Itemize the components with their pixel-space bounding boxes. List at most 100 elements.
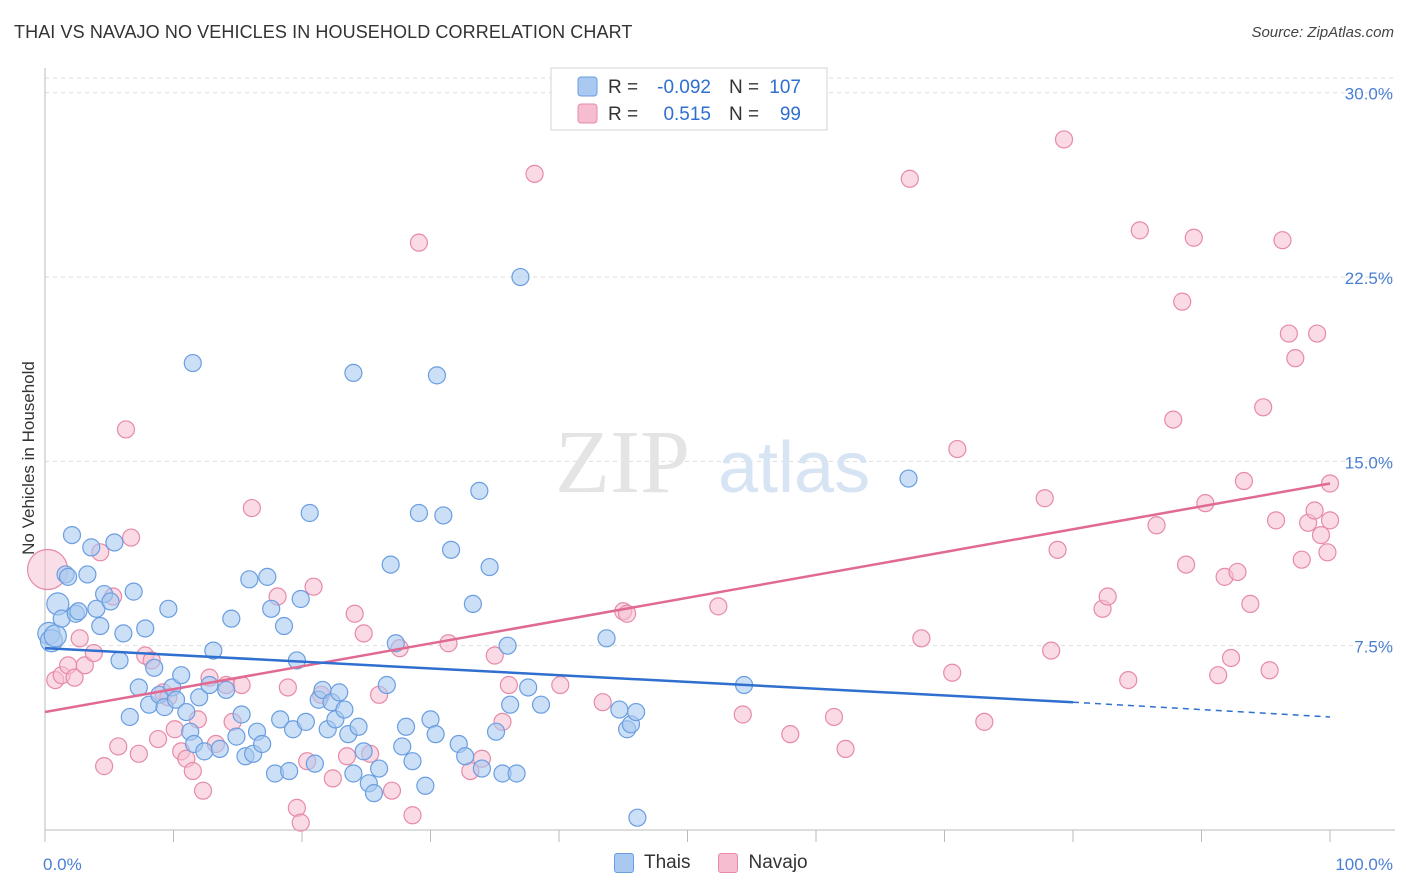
thai-point (396, 717, 416, 736)
navajo-point (165, 720, 184, 739)
navajo-point (709, 597, 728, 616)
thai-point (441, 540, 461, 559)
navajo-point (1260, 661, 1279, 680)
thai-point (145, 658, 164, 677)
navajo-point (781, 725, 800, 744)
thai-point (262, 599, 281, 618)
source-label: Source: ZipAtlas.com (1251, 24, 1394, 41)
thai-point (344, 363, 363, 383)
navajo-point (1254, 398, 1273, 417)
navajo-point (70, 629, 89, 648)
navajo-point (1221, 648, 1241, 668)
navajo-trend-line (44, 482, 1331, 714)
navajo-point (1234, 471, 1254, 491)
thai-trend-line (44, 646, 1074, 704)
navajo-point (1054, 130, 1074, 149)
thai-point (232, 705, 251, 724)
thai-point (296, 712, 315, 731)
navajo-point (1305, 501, 1324, 520)
navajo-point (948, 439, 967, 459)
watermark-atlas: atlas (718, 428, 870, 508)
thai-r-value: -0.092 (657, 77, 711, 98)
navajo-point (183, 761, 202, 781)
navajo-point (337, 747, 357, 766)
thai-point (240, 570, 259, 589)
y-tick-label: 7.5% (1354, 638, 1393, 657)
thai-point (597, 629, 616, 648)
navajo-point (1320, 511, 1340, 530)
y-tick-label: 15.0% (1345, 453, 1393, 472)
thai-point (69, 602, 88, 621)
legend-label-navajo: Navajo (748, 852, 808, 873)
thai-point (456, 747, 475, 766)
thai-point (291, 589, 310, 609)
thai-point (110, 651, 129, 670)
thai-point (195, 742, 214, 761)
navajo-n-value: 99 (780, 104, 801, 125)
navajo-point (485, 646, 504, 665)
legend-item-navajo[interactable]: Navajo (718, 852, 808, 874)
navajo-point (1042, 641, 1061, 660)
thai-point (381, 555, 400, 574)
navajo-point (943, 663, 962, 682)
navajo-point (1119, 670, 1138, 690)
navajo-point (1147, 516, 1166, 535)
thai-point (370, 759, 389, 778)
navajo-point (439, 634, 458, 653)
thai-point (91, 616, 110, 636)
navajo-point (109, 737, 128, 756)
navajo-point (1228, 562, 1247, 582)
thai-point (354, 742, 373, 761)
thais-swatch (614, 853, 634, 873)
thai-point (300, 503, 319, 523)
navajo-point (95, 757, 114, 776)
navajo-point (304, 577, 323, 596)
thai-point (43, 624, 67, 648)
navajo-point (1311, 525, 1331, 545)
thai-point (120, 707, 139, 727)
thai-point (472, 759, 491, 778)
thai-point (463, 594, 483, 614)
navajo-point (1241, 594, 1260, 614)
thai-point (190, 688, 209, 707)
thai-point (486, 722, 506, 741)
thai-point (172, 666, 191, 685)
legend-item-thais[interactable]: Thais (614, 852, 690, 874)
thai-point (426, 725, 445, 744)
x-tick-label: 100.0% (1335, 855, 1393, 874)
thai-r-label: R = (608, 77, 638, 98)
navajo-point (193, 781, 213, 800)
thai-point (335, 700, 354, 719)
thai-point (507, 764, 526, 783)
thai-point (210, 739, 229, 759)
thai-point (253, 734, 272, 754)
thai-point (62, 525, 82, 545)
thai-point (183, 353, 202, 373)
thai-point (531, 695, 551, 714)
thai-n-label: N = (729, 77, 759, 98)
navajo-swatch (718, 853, 739, 873)
navajo-point (382, 781, 402, 800)
stats-legend: R = -0.092 N = 107 R = 0.515 N = 99 (550, 67, 828, 131)
thai-point (136, 619, 155, 638)
navajo-point (116, 420, 136, 439)
thai-point (305, 754, 324, 773)
navajo-n-label: N = (729, 104, 759, 125)
navajo-point (1164, 410, 1183, 429)
navajo-point (84, 643, 103, 663)
thai-point (222, 609, 241, 628)
y-tick-label: 30.0% (1345, 85, 1393, 104)
navajo-point (1273, 231, 1292, 250)
navajo-legend-swatch (577, 103, 598, 124)
navajo-point (1286, 349, 1305, 368)
thai-point (480, 557, 499, 577)
thai-point (344, 764, 363, 783)
navajo-point (1176, 555, 1196, 574)
navajo-point (409, 233, 429, 252)
thai-point (393, 737, 412, 756)
navajo-point (1279, 324, 1298, 343)
navajo-point (1130, 221, 1149, 240)
navajo-point (733, 705, 752, 724)
navajo-point (354, 624, 373, 643)
thai-point (416, 776, 435, 795)
